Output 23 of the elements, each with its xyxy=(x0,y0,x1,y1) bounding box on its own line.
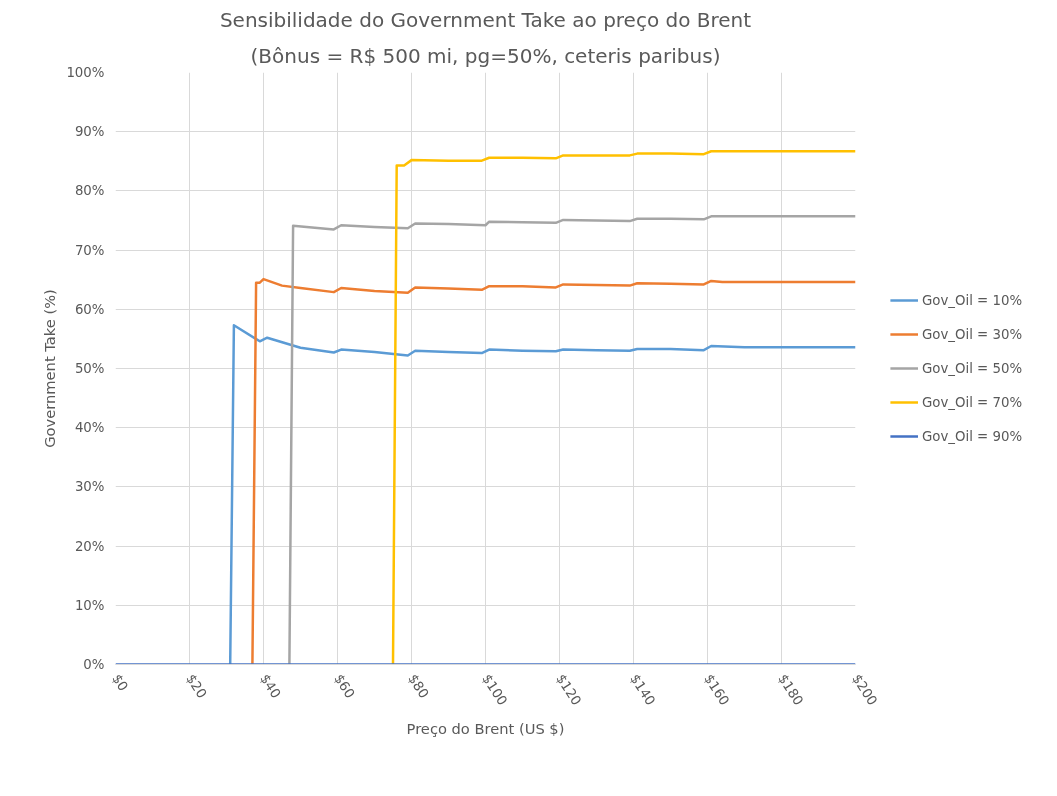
y-tick-label: 10% xyxy=(74,597,105,613)
y-tick-label: 70% xyxy=(74,242,105,258)
y-axis-title: Government Take (%) xyxy=(41,289,59,448)
line-series xyxy=(288,215,856,665)
y-tick-label: 20% xyxy=(74,538,105,554)
x-tick-label: $0 xyxy=(109,671,131,694)
y-tick-label: 30% xyxy=(74,479,105,495)
legend-label: Gov_Oil = 10% xyxy=(921,292,1023,308)
legend-label: Gov_Oil = 90% xyxy=(921,428,1023,444)
y-tick-label: 60% xyxy=(74,301,105,317)
chart-subtitle: (Bônus = R$ 500 mi, pg=50%, ceteris paribus) xyxy=(250,43,721,68)
legend-label: Gov_Oil = 30% xyxy=(921,326,1023,342)
legend-label: Gov_Oil = 50% xyxy=(921,360,1023,376)
line-series xyxy=(391,149,856,665)
x-axis-title: Preço do Brent (US $) xyxy=(406,720,565,738)
y-tick-label: 80% xyxy=(74,183,105,199)
y-tick-label: 50% xyxy=(74,361,105,376)
chart-title: Sensibilidade do Government Take ao preço do Brent xyxy=(219,7,752,32)
y-tick-label: 0% xyxy=(83,657,105,672)
legend-label: Gov_Oil = 70% xyxy=(921,394,1023,410)
y-tick-label: 100% xyxy=(66,65,105,80)
y-tick-label: 90% xyxy=(74,124,105,140)
y-tick-label: 40% xyxy=(74,420,105,436)
